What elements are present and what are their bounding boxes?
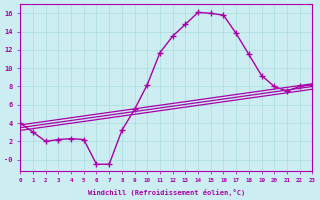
X-axis label: Windchill (Refroidissement éolien,°C): Windchill (Refroidissement éolien,°C) <box>88 189 245 196</box>
